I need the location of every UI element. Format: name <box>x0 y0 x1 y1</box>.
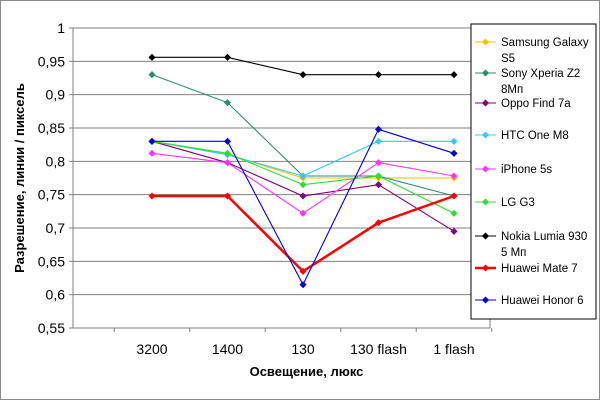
data-point <box>148 53 156 61</box>
data-point <box>148 149 156 157</box>
y-tick-label: 0,75 <box>38 187 65 203</box>
data-point <box>450 172 458 180</box>
x-tick-label: 130 flash <box>350 341 407 357</box>
y-axis-title: Разрешение, линии / пиксель <box>12 83 27 273</box>
legend-label: iPhone 5s <box>501 164 552 176</box>
series-line <box>152 194 455 273</box>
data-point <box>450 137 458 145</box>
legend-entry: iPhone 5s <box>475 164 552 176</box>
legend-swatch-marker <box>481 264 490 272</box>
data-point <box>450 71 458 79</box>
data-point <box>299 267 307 275</box>
legend-swatch-marker <box>481 296 490 304</box>
data-point <box>450 149 458 157</box>
legend-swatch-marker <box>481 38 490 46</box>
data-point <box>223 149 232 157</box>
data-point <box>374 159 383 167</box>
legend-label: Sony Xperia Z2 <box>501 68 580 80</box>
data-point <box>374 125 383 133</box>
series-5 <box>148 149 458 217</box>
legend-swatch-marker <box>481 69 490 77</box>
x-tick-label: 3200 <box>136 341 167 357</box>
legend-entry: Huawei Mate 7 <box>475 263 578 275</box>
legend-swatch-marker <box>481 131 490 139</box>
y-tick-label: 0,95 <box>38 53 65 69</box>
data-point <box>299 192 307 200</box>
legend-label: Nokia Lumia 930 <box>501 231 587 243</box>
x-tick-label: 1 flash <box>433 341 474 357</box>
data-point <box>223 137 232 145</box>
legend-swatch-marker <box>481 99 490 107</box>
series-4 <box>148 137 458 180</box>
legend-label: Oppo Find 7a <box>501 98 571 110</box>
data-point <box>299 209 307 217</box>
legend-entry: LG G3 <box>475 197 535 209</box>
x-axis-title: Освещение, люкс <box>250 364 364 379</box>
legend-label: 8Мп <box>501 84 523 96</box>
y-tick-label: 0,8 <box>46 153 66 169</box>
data-point <box>223 99 232 107</box>
data-point <box>450 192 458 200</box>
legend-swatch-marker <box>481 165 490 173</box>
y-tick-label: 0,6 <box>46 287 66 303</box>
series-lines <box>148 53 458 289</box>
data-point <box>374 181 383 189</box>
data-point <box>299 281 307 289</box>
series-8 <box>148 192 458 275</box>
data-point <box>148 192 156 200</box>
legend-label: Huawei Mate 7 <box>501 263 578 275</box>
legend-swatch-marker <box>481 198 490 206</box>
legend-label: 5 Мп <box>501 247 526 259</box>
data-point <box>374 172 383 180</box>
y-tick-label: 0,7 <box>46 220 66 236</box>
legend-entry: Sony Xperia Z2 8Мп <box>475 68 580 96</box>
data-point <box>299 71 307 79</box>
legend-label: Huawei Honor 6 <box>501 295 583 307</box>
legend-entry: Nokia Lumia 930 5 Мп <box>475 231 587 259</box>
y-tick-label: 0,9 <box>46 87 66 103</box>
legend-entry: Samsung Galaxy S5 <box>475 37 589 65</box>
y-tick-label: 0,55 <box>38 320 65 336</box>
x-tick-label: 1400 <box>212 341 243 357</box>
legend-label: LG G3 <box>501 197 535 209</box>
series-9 <box>148 125 458 289</box>
legend-label: Samsung Galaxy <box>501 37 589 49</box>
data-point <box>223 53 232 61</box>
y-tick-label: 0,85 <box>38 120 65 136</box>
legend-swatch-marker <box>481 232 490 240</box>
data-point <box>450 209 458 217</box>
legend-entry: Oppo Find 7a <box>475 98 571 110</box>
data-point <box>223 159 232 167</box>
legend-entry: Huawei Honor 6 <box>475 295 583 307</box>
data-point <box>374 219 383 227</box>
y-tick-label: 0,65 <box>38 253 65 269</box>
x-tick-label: 130 <box>291 341 315 357</box>
data-point <box>374 71 383 79</box>
legend: Samsung Galaxy S5 Sony Xperia Z2 8Мп Oppo Fi… <box>470 23 597 320</box>
axes: 0,55 0,6 0,65 0,7 0,75 0,8 0,85 0,9 0,95 1 3200 140… <box>38 20 493 357</box>
legend-label: S5 <box>501 53 515 65</box>
data-point <box>223 192 232 200</box>
series-7 <box>148 53 458 79</box>
y-tick-label: 1 <box>57 20 65 36</box>
data-point <box>374 137 383 145</box>
legend-entry: HTC One M8 <box>475 130 569 142</box>
data-point <box>148 71 156 79</box>
data-point <box>299 181 307 189</box>
data-point <box>148 137 156 145</box>
data-point <box>299 172 307 180</box>
legend-label: HTC One M8 <box>501 130 569 142</box>
data-point <box>450 227 458 235</box>
